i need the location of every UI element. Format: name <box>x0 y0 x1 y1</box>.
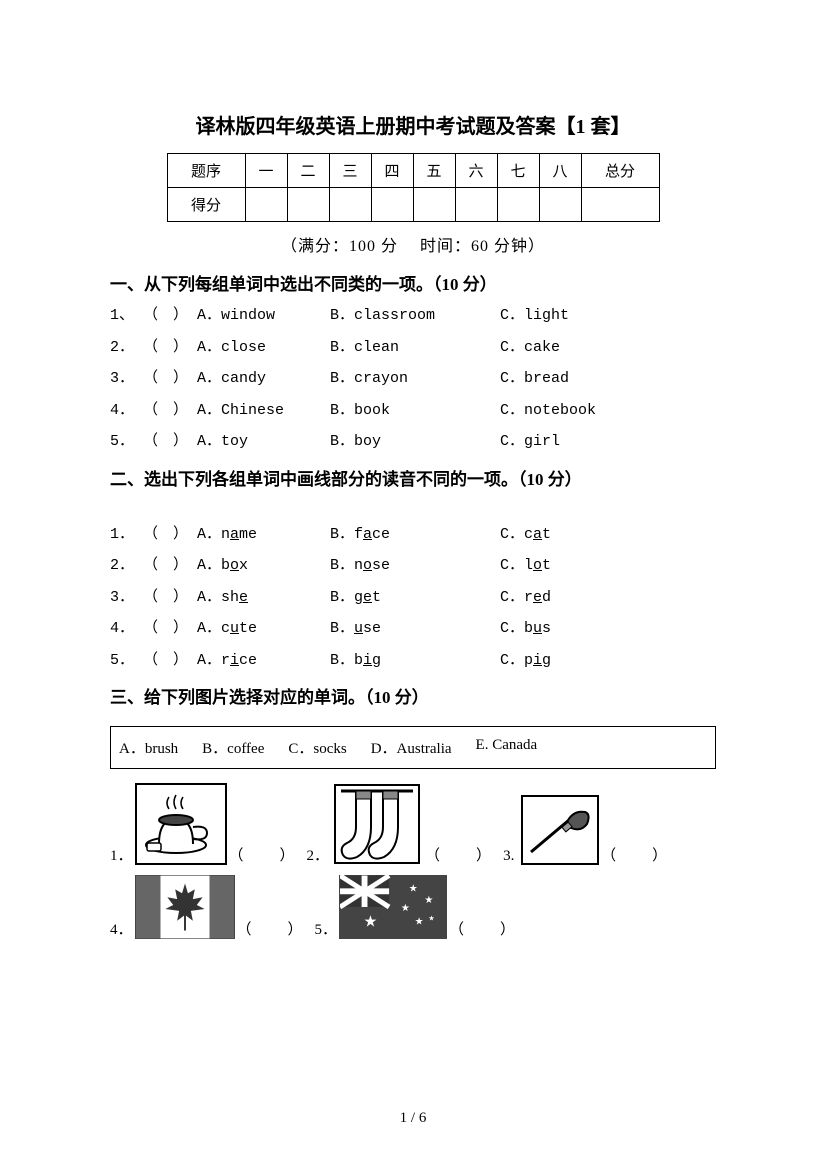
cell-1: 一 <box>245 154 287 188</box>
q-b: B．classroom <box>330 303 500 329</box>
bank-b: B．coffee <box>202 737 264 758</box>
svg-text:★: ★ <box>364 914 378 931</box>
s2-row-4: 4． （ ） A．cuteB．useC．bus <box>110 616 716 642</box>
q-c: C．cake <box>500 335 630 361</box>
svg-text:★: ★ <box>409 883 418 894</box>
s2-row-5: 5． （ ） A．riceB．bigC．pig <box>110 648 716 674</box>
socks-icon <box>331 783 423 865</box>
q-prefix: 5． （ ） A．rice <box>110 648 330 674</box>
cell-tixu: 题序 <box>167 154 245 188</box>
s1-row-4: 4． （ ） A．ChineseB．bookC．notebook <box>110 398 716 424</box>
q-c: C．bread <box>500 366 630 392</box>
q-b: B．nose <box>330 553 500 579</box>
q-c: C．red <box>500 585 551 611</box>
cell-blank <box>413 188 455 222</box>
q-b: B．crayon <box>330 366 500 392</box>
q-c: C．lot <box>500 553 551 579</box>
q-prefix: 5． （ ） A．toy <box>110 429 330 455</box>
s1-row-5: 5． （ ） A．toyB．boyC．girl <box>110 429 716 455</box>
cell-3: 三 <box>329 154 371 188</box>
bank-c: C．socks <box>288 737 346 758</box>
q-prefix: 3． （ ） A．candy <box>110 366 330 392</box>
q-prefix: 2． （ ） A．box <box>110 553 330 579</box>
section-2-title: 二、选出下列各组单词中画线部分的读音不同的一项。（10 分） <box>110 465 716 490</box>
q-prefix: 3． （ ） A．she <box>110 585 330 611</box>
section-1-title: 一、从下列每组单词中选出不同类的一项。（10 分） <box>110 270 716 295</box>
cell-7: 七 <box>497 154 539 188</box>
cell-8: 八 <box>539 154 581 188</box>
q-b: B．get <box>330 585 500 611</box>
table-row-header: 题序 一 二 三 四 五 六 七 八 总分 <box>167 154 659 188</box>
q-prefix: 1、 （ ） A．window <box>110 303 330 329</box>
word-bank: A．brush B．coffee C．socks D．Australia E. … <box>110 726 716 769</box>
cell-blank <box>371 188 413 222</box>
cell-defen: 得分 <box>167 188 245 222</box>
svg-text:★: ★ <box>424 895 433 906</box>
bank-d: D．Australia <box>371 737 452 758</box>
q1-label: 1． <box>110 844 133 865</box>
cell-4: 四 <box>371 154 413 188</box>
q-b: B．face <box>330 522 500 548</box>
q-b: B．use <box>330 616 500 642</box>
q1-paren: （ ） <box>229 844 297 865</box>
cell-blank <box>497 188 539 222</box>
q-c: C．pig <box>500 648 551 674</box>
cell-blank <box>245 188 287 222</box>
bank-a: A．brush <box>119 737 178 758</box>
q3-paren: （ ） <box>601 844 669 865</box>
cell-6: 六 <box>455 154 497 188</box>
page-number: 1 / 6 <box>0 1110 826 1127</box>
cell-blank <box>329 188 371 222</box>
brush-icon <box>521 795 599 865</box>
cell-blank <box>287 188 329 222</box>
q-c: C．girl <box>500 429 630 455</box>
cell-5: 五 <box>413 154 455 188</box>
s2-row-1: 1． （ ） A．nameB．faceC．cat <box>110 522 716 548</box>
svg-text:★: ★ <box>428 915 434 923</box>
q-c: C．bus <box>500 616 551 642</box>
svg-text:★: ★ <box>415 917 424 928</box>
q4-paren: （ ） <box>237 918 305 939</box>
picture-row-1: 1． （ ） 2． （ ） <box>110 783 716 865</box>
q3-label: 3. <box>503 848 519 865</box>
page-title: 译林版四年级英语上册期中考试题及答案【1 套】 <box>110 110 716 139</box>
q-b: B．book <box>330 398 500 424</box>
q-c: C．cat <box>500 522 551 548</box>
q2-label: 2． <box>307 844 330 865</box>
q2-paren: （ ） <box>425 844 493 865</box>
q-b: B．clean <box>330 335 500 361</box>
cell-total: 总分 <box>581 154 659 188</box>
section-3-title: 三、给下列图片选择对应的单词。（10 分） <box>110 683 716 708</box>
table-row-score: 得分 <box>167 188 659 222</box>
s2-row-3: 3． （ ） A．she B．getC．red <box>110 585 716 611</box>
cell-2: 二 <box>287 154 329 188</box>
s1-row-1: 1、 （ ） A．windowB．classroomC．light <box>110 303 716 329</box>
q-c: C．notebook <box>500 398 630 424</box>
cell-blank <box>455 188 497 222</box>
exam-meta: （满分：100 分 时间：60 分钟） <box>110 232 716 256</box>
q-prefix: 2． （ ） A．close <box>110 335 330 361</box>
s2-row-2: 2． （ ） A．boxB．noseC．lot <box>110 553 716 579</box>
canada-flag-icon <box>135 875 235 939</box>
cell-blank <box>581 188 659 222</box>
s1-row-2: 2． （ ） A．closeB．cleanC．cake <box>110 335 716 361</box>
svg-text:★: ★ <box>401 903 410 914</box>
q5-label: 5． <box>315 918 338 939</box>
q-prefix: 1． （ ） A．name <box>110 522 330 548</box>
q-c: C．light <box>500 303 630 329</box>
q5-paren: （ ） <box>449 918 517 939</box>
s1-row-3: 3． （ ） A．candyB．crayonC．bread <box>110 366 716 392</box>
score-table: 题序 一 二 三 四 五 六 七 八 总分 得分 <box>167 153 660 222</box>
picture-row-2: 4． （ ） 5． ★ ★ ★ ★ <box>110 875 716 939</box>
bank-e: E. Canada <box>476 737 538 758</box>
cell-blank <box>539 188 581 222</box>
q-b: B．big <box>330 648 500 674</box>
coffee-icon <box>135 783 227 865</box>
q-prefix: 4． （ ） A．cute <box>110 616 330 642</box>
q-b: B．boy <box>330 429 500 455</box>
q4-label: 4． <box>110 918 133 939</box>
q-prefix: 4． （ ） A．Chinese <box>110 398 330 424</box>
australia-flag-icon: ★ ★ ★ ★ ★ ★ <box>339 875 447 939</box>
